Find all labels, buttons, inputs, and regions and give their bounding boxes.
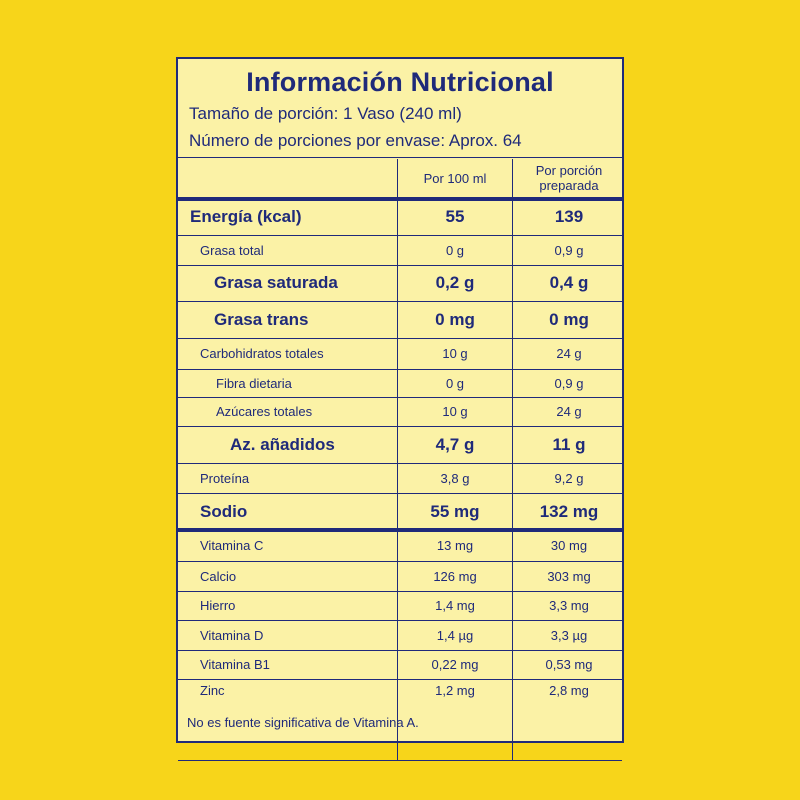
row-divider (178, 528, 622, 532)
value-per-serving: 0,9 g (554, 242, 584, 258)
value-per-serving: 2,8 mg (549, 682, 589, 698)
nutrient-row: Grasa trans 0 mg 0 mg (178, 301, 622, 338)
value-per-100ml: 13 mg (436, 538, 474, 553)
nutrient-row: Energía (kcal) 55 139 (178, 199, 622, 235)
nutrient-row: Carbohidratos totales 10 g 24 g (178, 338, 622, 369)
nutrient-row: Fibra dietaria 0 g 0,9 g (178, 369, 622, 397)
column-header-per-100ml: Por 100 ml (423, 171, 487, 186)
value-per-serving: 24 g (556, 404, 582, 419)
nutrient-row: Grasa saturada 0,2 g 0,4 g (178, 265, 622, 301)
value-per-100ml: 3,8 g (440, 470, 470, 486)
value-per-100ml: 0 g (445, 375, 465, 391)
nutrient-row: Vitamina B1 0,22 mg 0,53 mg (178, 650, 622, 679)
row-divider (178, 561, 622, 562)
row-divider (178, 426, 622, 427)
footnote: No es fuente significativa de Vitamina A… (187, 715, 419, 730)
value-per-100ml: 0,2 g (435, 273, 475, 292)
row-divider (178, 650, 622, 651)
nutrient-label: Grasa trans (214, 309, 309, 329)
nutrient-row: Azúcares totales 10 g 24 g (178, 397, 622, 426)
row-divider (178, 369, 622, 370)
value-per-100ml: 1,4 µg (436, 627, 474, 643)
table-bottom-divider (178, 760, 622, 761)
value-per-serving: 9,2 g (554, 470, 584, 486)
nutrition-table: Por 100 ml Por porción preparada Energía… (178, 59, 622, 761)
row-divider (178, 679, 622, 680)
value-per-serving: 3,3 mg (549, 598, 589, 613)
nutrient-row: Grasa total 0 g 0,9 g (178, 235, 622, 265)
nutrient-label: Vitamina D (200, 627, 264, 643)
nutrition-facts-panel: Información Nutricional Tamaño de porció… (176, 57, 624, 761)
value-per-serving: 3,3 µg (550, 627, 588, 643)
row-divider (178, 235, 622, 236)
value-per-serving: 0,53 mg (545, 657, 593, 672)
nutrient-row: Vitamina D 1,4 µg 3,3 µg (178, 620, 622, 650)
nutrient-label: Grasa total (200, 242, 264, 258)
row-divider (178, 301, 622, 302)
value-per-serving: 24 g (556, 346, 582, 361)
row-divider (178, 463, 622, 464)
nutrient-label: Vitamina B1 (200, 657, 270, 672)
nutrient-label: Azúcares totales (216, 404, 313, 419)
value-per-100ml: 55 mg (430, 501, 480, 521)
row-divider (178, 493, 622, 494)
row-divider (178, 591, 622, 592)
nutrient-label: Calcio (200, 568, 237, 584)
column-header-row: Por 100 ml Por porción preparada (178, 159, 622, 199)
value-per-100ml: 0 mg (435, 309, 475, 329)
value-per-100ml: 0 g (445, 242, 465, 258)
nutrient-row: Az. añadidos 4,7 g 11 g (178, 426, 622, 463)
nutrient-label: Vitamina C (200, 538, 264, 553)
value-per-100ml: 4,7 g (435, 434, 475, 454)
column-header-per-serving: Por porción preparada (535, 163, 603, 193)
nutrient-label: Fibra dietaria (216, 375, 292, 391)
nutrient-row: Zinc 1,2 mg 2,8 mg (178, 679, 622, 701)
nutrient-label: Sodio (200, 501, 248, 521)
nutrient-row: Calcio 126 mg 303 mg (178, 561, 622, 591)
nutrient-label: Az. añadidos (230, 434, 335, 454)
value-per-100ml: 1,4 mg (435, 598, 475, 613)
value-per-100ml: 10 g (442, 404, 468, 419)
panel-title: Información Nutricional (246, 67, 554, 97)
value-per-100ml: 126 mg (433, 568, 477, 584)
row-divider (178, 620, 622, 621)
value-per-serving: 11 g (552, 434, 586, 454)
column-divider (397, 159, 398, 760)
nutrient-row: Hierro 1,4 mg 3,3 mg (178, 591, 622, 620)
nutrient-row: Vitamina C 13 mg 30 mg (178, 530, 622, 561)
row-divider (178, 197, 622, 201)
value-per-serving: 30 mg (550, 538, 588, 553)
row-divider (178, 397, 622, 398)
value-per-serving: 139 (554, 207, 584, 226)
nutrient-label: Proteína (200, 470, 250, 486)
value-per-serving: 303 mg (547, 568, 591, 584)
column-divider (512, 159, 513, 760)
nutrient-label: Energía (kcal) (190, 207, 302, 226)
value-per-100ml: 1,2 mg (435, 682, 475, 698)
nutrient-row: Proteína 3,8 g 9,2 g (178, 463, 622, 493)
row-divider (178, 338, 622, 339)
nutrient-label: Zinc (200, 682, 225, 698)
row-divider (178, 265, 622, 266)
value-per-100ml: 10 g (442, 346, 468, 361)
value-per-serving: 132 mg (539, 501, 599, 521)
value-per-serving: 0 mg (549, 309, 589, 329)
nutrient-label: Hierro (200, 598, 236, 613)
value-per-100ml: 0,22 mg (431, 657, 479, 672)
nutrient-label: Grasa saturada (214, 273, 338, 292)
nutrient-label: Carbohidratos totales (200, 346, 324, 361)
value-per-serving: 0,4 g (549, 273, 589, 292)
serving-size: Tamaño de porción: 1 Vaso (240 ml) (189, 104, 462, 123)
value-per-100ml: 55 (445, 207, 465, 226)
nutrient-row: Sodio 55 mg 132 mg (178, 493, 622, 530)
value-per-serving: 0,9 g (554, 375, 584, 391)
header-divider (178, 157, 622, 158)
servings-per-container: Número de porciones por envase: Aprox. 6… (189, 131, 522, 150)
